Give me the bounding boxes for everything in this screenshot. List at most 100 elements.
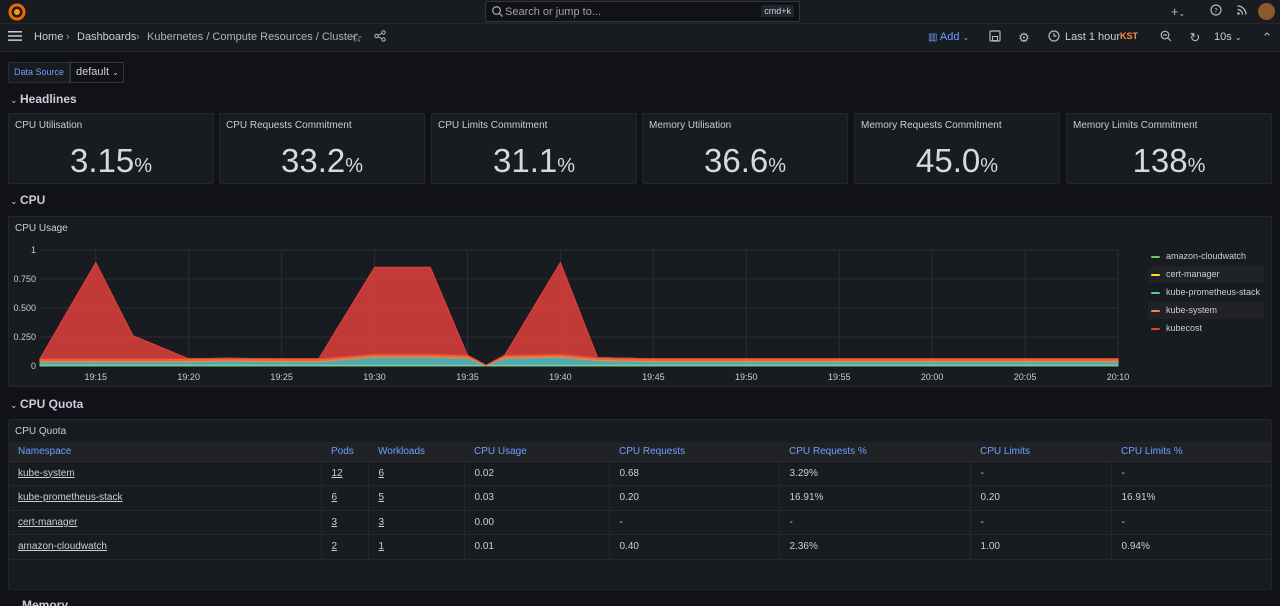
y-tick-label: 1	[31, 245, 36, 255]
star-icon[interactable]: ☆	[351, 30, 363, 45]
share-icon[interactable]	[372, 30, 388, 46]
timezone-badge: KST	[1120, 31, 1138, 41]
workloads-link[interactable]: 6	[368, 461, 465, 486]
column-header[interactable]: CPU Usage	[464, 442, 609, 462]
workloads-link[interactable]: 3	[368, 510, 465, 535]
row-cpu[interactable]: ⌄ CPU	[10, 193, 46, 207]
x-tick-label: 19:15	[84, 372, 107, 382]
stat-title: CPU Limits Commitment	[438, 120, 548, 131]
table-header-row: Namespace Pods Workloads CPU Usage CPU R…	[8, 442, 1272, 462]
stat-panel-memory-requests-commitment[interactable]: Memory Requests Commitment 45.0%	[854, 113, 1060, 184]
legend-item-kubecost[interactable]: kubecost	[1148, 320, 1264, 337]
clock-icon[interactable]	[1046, 30, 1062, 46]
column-header[interactable]: CPU Requests	[609, 442, 779, 462]
column-header[interactable]: CPU Limits %	[1111, 442, 1272, 462]
column-header[interactable]: Pods	[321, 442, 368, 462]
row-memory[interactable]: Memory	[22, 598, 69, 606]
pods-link[interactable]: 12	[321, 461, 369, 486]
breadcrumb-home[interactable]: Home	[34, 31, 64, 43]
workloads-link[interactable]: 1	[368, 534, 465, 560]
search-input[interactable]: Search or jump to... cmd+k	[485, 1, 800, 22]
table-cell: 2.36%	[779, 534, 971, 560]
stat-panel-memory-limits-commitment[interactable]: Memory Limits Commitment 138%	[1066, 113, 1272, 184]
stat-value: 138%	[1132, 142, 1206, 179]
avatar[interactable]	[1258, 3, 1275, 20]
settings-gear-icon[interactable]: ⚙	[1018, 30, 1030, 45]
stat-value: 31.1%	[492, 142, 576, 179]
legend-label: kube-system	[1166, 305, 1218, 315]
row-cpu-quota[interactable]: ⌄ CPU Quota	[10, 397, 84, 411]
column-header[interactable]: CPU Requests %	[779, 442, 970, 462]
search-shortcut: cmd+k	[761, 5, 794, 17]
stat-title: Memory Requests Commitment	[861, 120, 1002, 131]
legend-label: kube-prometheus-stack	[1166, 287, 1261, 297]
search-placeholder: Search or jump to...	[505, 6, 601, 18]
collapse-chevron-up-icon[interactable]: ⌃	[1261, 30, 1273, 45]
add-panel-icon: ▥	[928, 32, 938, 43]
column-header[interactable]: CPU Limits	[970, 442, 1111, 462]
menu-icon[interactable]	[7, 30, 23, 46]
workloads-link[interactable]: 5	[368, 485, 465, 511]
chevron-down-icon: ⌄	[10, 196, 18, 206]
stat-value: 45.0%	[915, 142, 999, 179]
stat-panel-cpu-utilisation[interactable]: CPU Utilisation 3.15%	[8, 113, 214, 184]
table-cell: 0.40	[609, 534, 780, 560]
x-tick-label: 19:45	[642, 372, 665, 382]
legend-swatch	[1151, 328, 1160, 330]
x-tick-label: 20:10	[1107, 372, 1130, 382]
save-icon[interactable]	[987, 30, 1003, 46]
legend-item-kube-system[interactable]: kube-system	[1148, 302, 1264, 319]
pods-link[interactable]: 6	[321, 485, 369, 511]
table-row: kube-prometheus-stack 6 5 0.03 0.20 16.9…	[8, 485, 1272, 511]
namespace-link[interactable]: cert-manager	[8, 510, 322, 535]
panel-title: CPU Usage	[15, 223, 68, 234]
refresh-icon[interactable]: ↻	[1189, 30, 1201, 45]
table-cell: 0.68	[609, 461, 780, 486]
stat-value: 36.6%	[703, 142, 787, 179]
table-cell: 16.91%	[779, 485, 971, 511]
plus-icon[interactable]: +⌄	[1170, 4, 1186, 19]
pods-link[interactable]: 2	[321, 534, 369, 560]
column-header[interactable]: Workloads	[368, 442, 464, 462]
table-cell: -	[609, 510, 780, 535]
time-range-picker[interactable]: Last 1 hour	[1065, 31, 1121, 43]
refresh-interval-picker[interactable]: 10s ⌄	[1214, 31, 1242, 43]
y-tick-label: 0.750	[13, 274, 36, 284]
search-icon	[492, 6, 503, 17]
rss-icon[interactable]	[1234, 4, 1250, 20]
namespace-link[interactable]: kube-prometheus-stack	[8, 485, 322, 511]
legend-item-amazon-cloudwatch[interactable]: amazon-cloudwatch	[1148, 248, 1264, 265]
pods-link[interactable]: 3	[321, 510, 369, 535]
stat-title: Memory Utilisation	[649, 120, 732, 131]
add-button[interactable]: ▥ Add ⌄	[928, 31, 970, 43]
breadcrumb-separator: ›	[136, 31, 140, 43]
breadcrumb-dashboards[interactable]: Dashboards	[77, 31, 137, 43]
grafana-logo-icon[interactable]	[8, 3, 26, 21]
legend-item-cert-manager[interactable]: cert-manager	[1148, 266, 1264, 283]
table-row: kube-system 12 6 0.02 0.68 3.29% - -	[8, 461, 1272, 486]
namespace-link[interactable]: amazon-cloudwatch	[8, 534, 322, 560]
chevron-down-icon: ⌄	[10, 400, 18, 410]
x-tick-label: 19:30	[363, 372, 386, 382]
help-icon[interactable]: ?	[1208, 4, 1224, 20]
x-tick-label: 19:50	[735, 372, 758, 382]
column-header[interactable]: Namespace	[8, 442, 321, 462]
legend-item-kube-prometheus-stack[interactable]: kube-prometheus-stack	[1148, 284, 1264, 301]
legend-label: cert-manager	[1166, 269, 1220, 279]
svg-text:?: ?	[1214, 7, 1218, 15]
chevron-down-icon: ⌄	[112, 68, 119, 77]
legend-swatch	[1151, 310, 1160, 312]
breadcrumb-current: Kubernetes / Compute Resources / Cluster	[147, 31, 357, 43]
namespace-link[interactable]: kube-system	[8, 461, 322, 486]
stat-panel-memory-utilisation[interactable]: Memory Utilisation 36.6%	[642, 113, 848, 184]
stat-panel-cpu-limits-commitment[interactable]: CPU Limits Commitment 31.1%	[431, 113, 637, 184]
datasource-select[interactable]: default ⌄	[70, 62, 124, 83]
table-cell: 0.00	[464, 510, 610, 535]
stat-title: CPU Requests Commitment	[226, 120, 352, 131]
row-headlines[interactable]: ⌄ Headlines	[10, 92, 77, 106]
x-tick-label: 20:05	[1014, 372, 1037, 382]
x-tick-label: 20:00	[921, 372, 944, 382]
stat-panel-cpu-requests-commitment[interactable]: CPU Requests Commitment 33.2%	[219, 113, 425, 184]
zoom-out-icon[interactable]	[1158, 30, 1174, 46]
